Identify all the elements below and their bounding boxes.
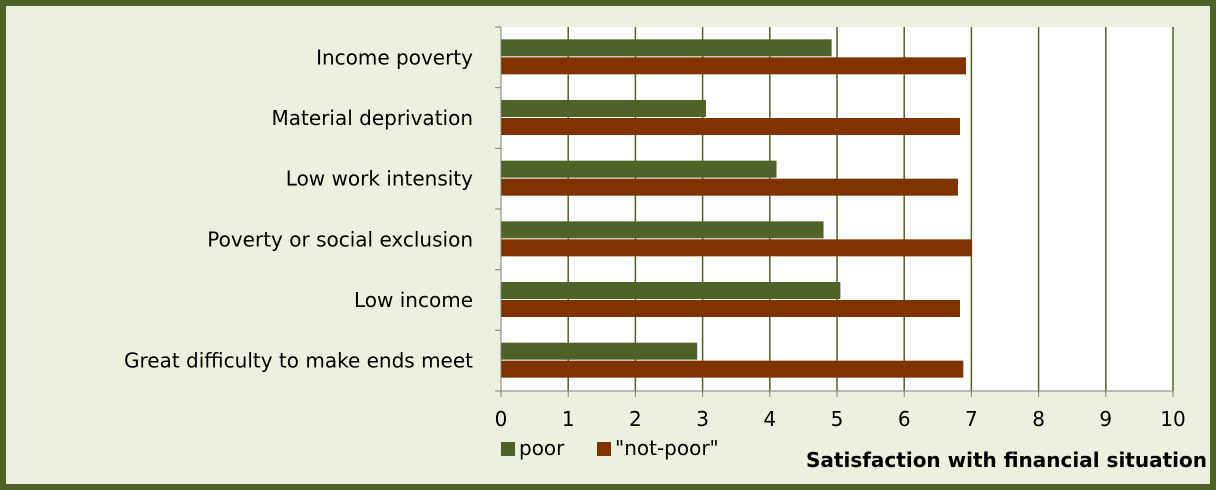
x-tick-label-9: 9	[1099, 407, 1112, 431]
axes	[495, 26, 1173, 392]
x-tick-label-7: 7	[965, 407, 978, 431]
x-tick-label-10: 10	[1160, 407, 1185, 431]
bar-not-poor-income-poverty	[501, 57, 967, 75]
legend-swatch-poor	[501, 442, 515, 456]
category-label-poverty-or-social-exclusion: Poverty or social exclusion	[207, 227, 473, 251]
x-tick-label-1: 1	[562, 407, 575, 431]
x-tick-label-5: 5	[831, 407, 844, 431]
x-axis-title: Satisfaction with financial situation	[806, 448, 1207, 472]
category-label-income-poverty: Income poverty	[316, 45, 473, 69]
gridlines	[500, 27, 1174, 397]
category-label-low-work-intensity: Low work intensity	[286, 167, 473, 191]
bar-poor-material-deprivation	[501, 100, 706, 117]
legend: poor "not-poor"	[501, 436, 719, 460]
legend-label-poor: poor	[519, 436, 565, 460]
bar-not-poor-material-deprivation	[501, 118, 960, 135]
category-label-low-income: Low income	[354, 288, 473, 312]
x-tick-label-4: 4	[763, 407, 776, 431]
bar-not-poor-poverty-or-social-exclusion	[501, 239, 972, 257]
x-tick-label-3: 3	[696, 407, 709, 431]
bar-poor-low-work-intensity	[501, 160, 777, 178]
bar-not-poor-low-income	[501, 300, 960, 317]
x-tick-label-0: 0	[495, 407, 508, 431]
category-labels: Income poverty Material deprivation Low wo…	[124, 45, 473, 372]
x-tick-label-8: 8	[1032, 407, 1045, 431]
bar-not-poor-low-work-intensity	[501, 178, 958, 196]
legend-swatch-not-poor	[597, 442, 611, 456]
category-label-material-deprivation: Material deprivation	[272, 106, 473, 130]
bar-poor-income-poverty	[501, 39, 832, 57]
category-label-great-difficulty-to-make-ends-meet: Great difficulty to make ends meet	[124, 349, 473, 373]
legend-label-not-poor: "not-poor"	[615, 436, 719, 460]
x-tick-label-2: 2	[629, 407, 642, 431]
bar-poor-low-income	[501, 282, 841, 299]
x-tick-label-6: 6	[898, 407, 911, 431]
tick-labels: 0 1 2 3 4 5 6 7 8 9 10	[495, 407, 1186, 431]
bar-poor-great-difficulty-to-make-ends-meet	[501, 342, 698, 360]
bar-not-poor-great-difficulty-to-make-ends-meet	[501, 360, 964, 378]
bars	[501, 39, 972, 378]
bar-poor-poverty-or-social-exclusion	[501, 221, 824, 239]
